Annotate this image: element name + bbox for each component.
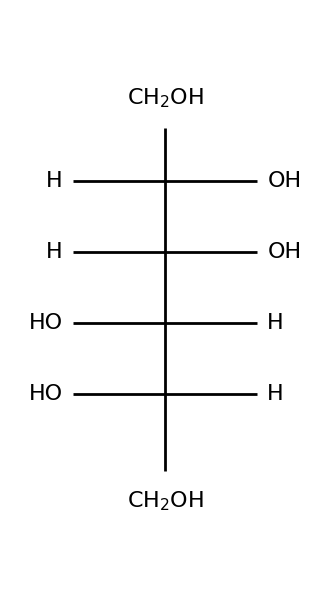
Text: $\mathrm{CH_2OH}$: $\mathrm{CH_2OH}$ xyxy=(127,87,204,110)
Text: HO: HO xyxy=(29,384,63,404)
Text: OH: OH xyxy=(267,171,301,191)
Text: H: H xyxy=(267,313,284,333)
Text: H: H xyxy=(46,242,63,262)
Text: $\mathrm{CH_2OH}$: $\mathrm{CH_2OH}$ xyxy=(127,490,204,513)
Text: OH: OH xyxy=(267,242,301,262)
Text: H: H xyxy=(267,384,284,404)
Text: HO: HO xyxy=(29,313,63,333)
Text: H: H xyxy=(46,171,63,191)
